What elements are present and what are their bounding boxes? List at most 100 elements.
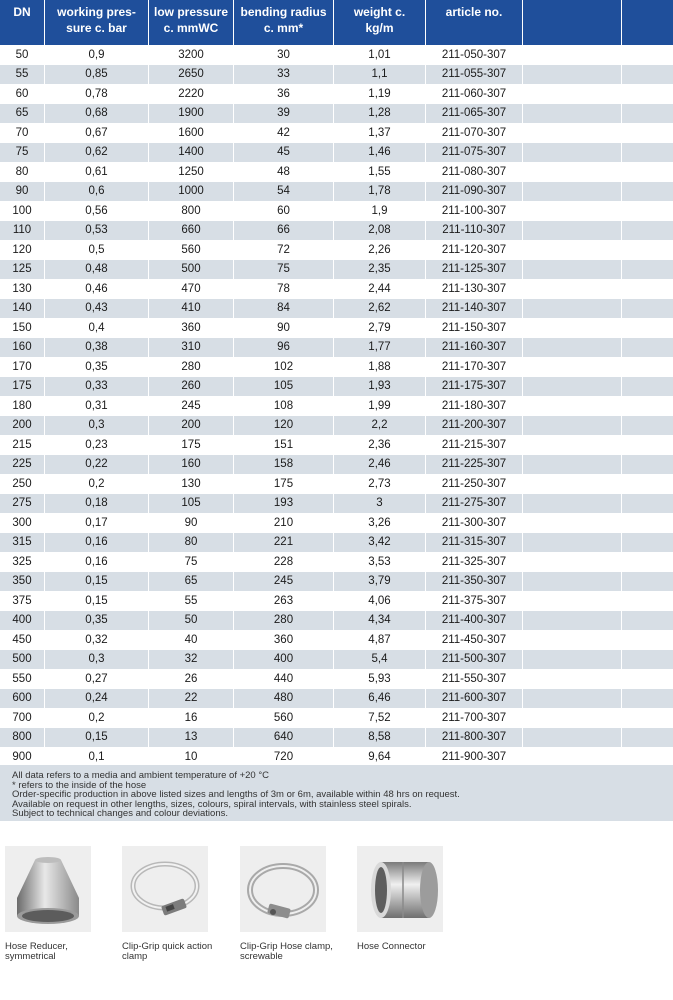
table-cell: 158	[234, 454, 334, 474]
table-cell: 3200	[149, 45, 234, 65]
table-row: 300 0,17 90 210 3,26 211-300-307	[0, 513, 673, 533]
table-cell: 80	[0, 162, 45, 182]
table-cell: 160	[0, 337, 45, 357]
table-cell	[622, 708, 673, 728]
table-cell	[622, 552, 673, 572]
table-cell: 170	[0, 357, 45, 377]
table-cell: 0,62	[45, 142, 149, 162]
table-cell: 280	[234, 610, 334, 630]
table-cell: 0,53	[45, 220, 149, 240]
table-cell: 90	[149, 513, 234, 533]
table-cell: 211-215-307	[426, 435, 523, 455]
table-cell: 211-450-307	[426, 630, 523, 650]
table-cell: 200	[149, 415, 234, 435]
table-cell: 180	[0, 396, 45, 416]
table-row: 70 0,67 1600 42 1,37 211-070-307	[0, 123, 673, 143]
table-cell: 211-180-307	[426, 396, 523, 416]
table-cell: 215	[0, 435, 45, 455]
notes-block: All data refers to a media and ambient t…	[0, 765, 673, 821]
table-cell: 211-065-307	[426, 103, 523, 123]
table-cell: 50	[0, 45, 45, 65]
table-cell: 211-600-307	[426, 688, 523, 708]
table-cell: 175	[0, 376, 45, 396]
table-cell	[523, 649, 622, 669]
table-cell	[622, 611, 673, 631]
table-cell: 275	[0, 493, 45, 513]
table-cell: 0,68	[45, 103, 149, 123]
table-cell	[523, 279, 622, 299]
column-header-text: bending radius	[240, 5, 327, 19]
accessory-hose-connector: Hose Connector	[357, 846, 467, 952]
table-cell: 1250	[149, 162, 234, 182]
table-cell	[622, 279, 673, 299]
table-cell	[622, 104, 673, 124]
table-cell: 1600	[149, 123, 234, 143]
table-cell: 480	[234, 688, 334, 708]
table-cell: 245	[234, 571, 334, 591]
table-cell: 300	[0, 513, 45, 533]
table-cell: 211-120-307	[426, 240, 523, 260]
table-cell: 2,73	[334, 474, 426, 494]
table-cell: 16	[149, 708, 234, 728]
table-row: 900 0,1 10 720 9,64 211-900-307	[0, 747, 673, 767]
table-cell: 1,9	[334, 201, 426, 221]
table-cell	[523, 474, 622, 494]
table-cell: 1,46	[334, 142, 426, 162]
table-cell: 1,78	[334, 181, 426, 201]
table-cell	[523, 318, 622, 338]
table-cell: 200	[0, 415, 45, 435]
table-cell: 325	[0, 552, 45, 572]
table-cell: 150	[0, 318, 45, 338]
table-cell	[622, 533, 673, 553]
table-cell: 315	[0, 532, 45, 552]
table-cell: 6,46	[334, 688, 426, 708]
table-cell	[622, 396, 673, 416]
column-header: low pressure c. mmWC	[149, 0, 234, 45]
table-row: 60 0,78 2220 36 1,19 211-060-307	[0, 84, 673, 104]
table-cell: 0,85	[45, 64, 149, 84]
table-cell	[523, 45, 622, 65]
table-cell: 130	[149, 474, 234, 494]
table-cell	[622, 416, 673, 436]
table-cell	[523, 591, 622, 611]
table-cell: 1,88	[334, 357, 426, 377]
table-cell	[523, 532, 622, 552]
table-body: 50 0,9 3200 30 1,01 211-050-307 55 0,85 2650 33 1,…	[0, 45, 673, 767]
table-cell: 72	[234, 240, 334, 260]
hose-reducer-image	[5, 846, 91, 932]
accessory-caption: clamp	[122, 951, 148, 962]
table-cell: 175	[149, 435, 234, 455]
table-cell: 211-300-307	[426, 513, 523, 533]
table-cell: 3,79	[334, 571, 426, 591]
table-cell: 50	[149, 610, 234, 630]
table-cell: 0,23	[45, 435, 149, 455]
table-cell: 0,16	[45, 552, 149, 572]
table-cell: 75	[0, 142, 45, 162]
table-cell: 900	[0, 747, 45, 767]
table-row: 450 0,32 40 360 4,87 211-450-307	[0, 630, 673, 650]
table-cell: 84	[234, 298, 334, 318]
table-cell: 211-080-307	[426, 162, 523, 182]
table-cell: 80	[149, 532, 234, 552]
table-row: 325 0,16 75 228 3,53 211-325-307	[0, 552, 673, 572]
accessory-clip-grip-clamp: Clip-Grip quick action clamp	[122, 846, 232, 962]
table-cell: 3,26	[334, 513, 426, 533]
table-cell: 0,43	[45, 298, 149, 318]
table-row: 100 0,56 800 60 1,9 211-100-307	[0, 201, 673, 221]
table-cell: 0,5	[45, 240, 149, 260]
table-cell	[622, 572, 673, 592]
table-cell	[622, 240, 673, 260]
table-cell	[523, 298, 622, 318]
table-cell: 0,56	[45, 201, 149, 221]
table-cell	[622, 474, 673, 494]
table-cell: 211-060-307	[426, 84, 523, 104]
table-row: 125 0,48 500 75 2,35 211-125-307	[0, 259, 673, 279]
column-header-text: c. mmWC	[163, 21, 219, 35]
table-cell: 0,2	[45, 708, 149, 728]
accessory-caption: symmetrical	[5, 951, 56, 962]
table-cell: 60	[234, 201, 334, 221]
note-line: Order-specific production in above liste…	[12, 789, 460, 801]
table-cell: 65	[149, 571, 234, 591]
column-header-text: c. mm*	[263, 21, 304, 35]
table-cell: 221	[234, 532, 334, 552]
